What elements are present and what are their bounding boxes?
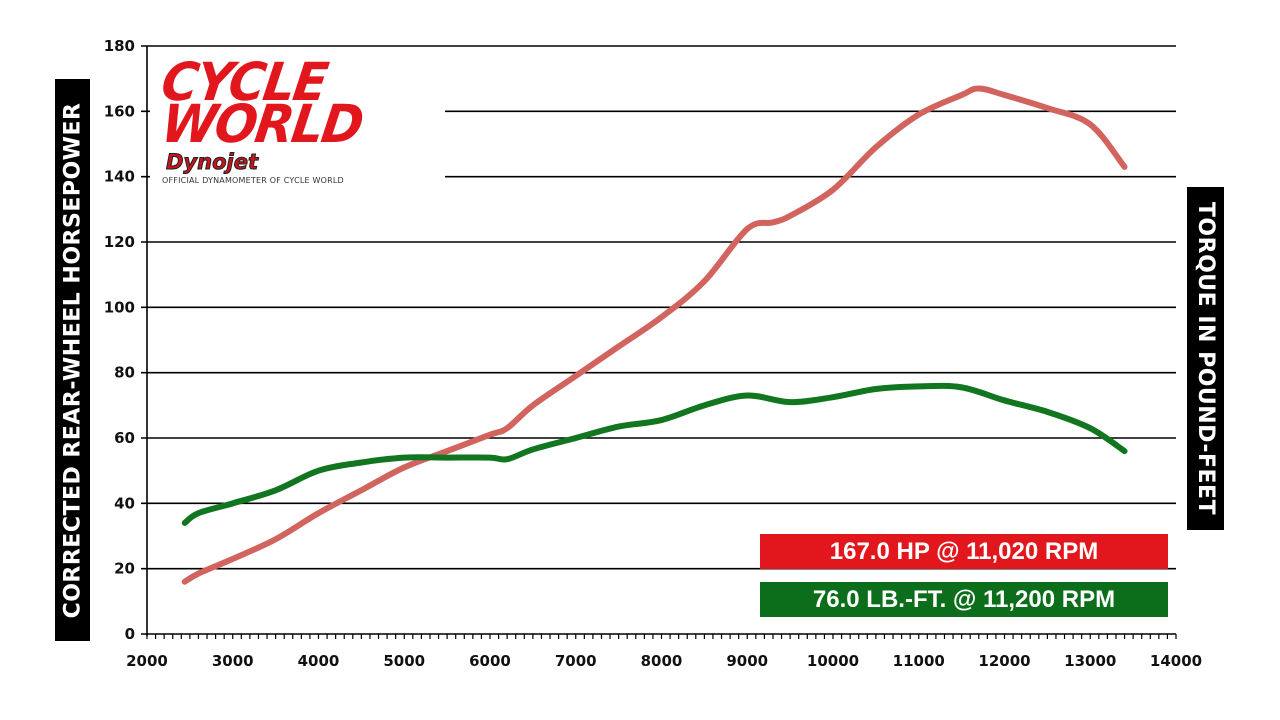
data-series — [181, 85, 1128, 585]
x-tick-label: 3000 — [212, 652, 254, 670]
y-tick-label: 100 — [104, 298, 135, 316]
horsepower-curve — [181, 85, 1128, 585]
peak-hp-badge: 167.0 HP @ 11,020 RPM — [760, 534, 1168, 569]
x-tick-label: 2000 — [126, 652, 168, 670]
gridlines — [141, 45, 1176, 635]
x-tick-label: 11000 — [893, 652, 945, 670]
x-tick-label: 14000 — [1150, 652, 1202, 670]
x-tick-label: 9000 — [726, 652, 768, 670]
x-tick-label: 5000 — [383, 652, 425, 670]
y-tick-label: 160 — [104, 102, 135, 120]
dynojet-logo: Dynojet — [166, 150, 259, 175]
x-tick-label: 12000 — [978, 652, 1030, 670]
y-tick-label: 40 — [114, 494, 135, 512]
y-tick-label: 140 — [104, 168, 135, 186]
y-tick-label: 80 — [114, 364, 135, 382]
y-tick-label: 180 — [104, 37, 135, 55]
logo-line-2: WORLD — [157, 93, 366, 155]
x-tick-label: 4000 — [298, 652, 340, 670]
right-axis-title: TORQUE IN POUND-FEET — [1187, 187, 1224, 530]
y-axis: 0 20 40 60 80 100 120 140 160 180 — [104, 37, 148, 643]
y-tick-label: 0 — [125, 625, 135, 643]
y-tick-label: 20 — [114, 560, 135, 578]
y-tick-label: 120 — [104, 233, 135, 251]
x-tick-label: 7000 — [555, 652, 597, 670]
left-axis-title-text: CORRECTED REAR-WHEEL HORSEPOWER — [60, 102, 85, 618]
cycle-world-logo: CYCLE WORLD Dynojet OFFICIAL DYNAMOMETER… — [150, 52, 445, 190]
x-tick-label: 13000 — [1064, 652, 1116, 670]
right-axis-title-text: TORQUE IN POUND-FEET — [1193, 201, 1218, 516]
torque-curve — [181, 382, 1128, 526]
x-axis: 2000 3000 4000 5000 6000 7000 8000 9000 10000 110… — [126, 634, 1202, 670]
peak-torque-badge: 76.0 LB.-FT. @ 11,200 RPM — [760, 582, 1168, 617]
x-tick-label: 8000 — [641, 652, 683, 670]
x-tick-label: 6000 — [469, 652, 511, 670]
x-tick-label: 10000 — [807, 652, 859, 670]
y-tick-label: 60 — [114, 429, 135, 447]
left-axis-title: CORRECTED REAR-WHEEL HORSEPOWER — [55, 79, 90, 641]
logo-tagline: OFFICIAL DYNAMOMETER OF CYCLE WORLD — [162, 176, 344, 185]
